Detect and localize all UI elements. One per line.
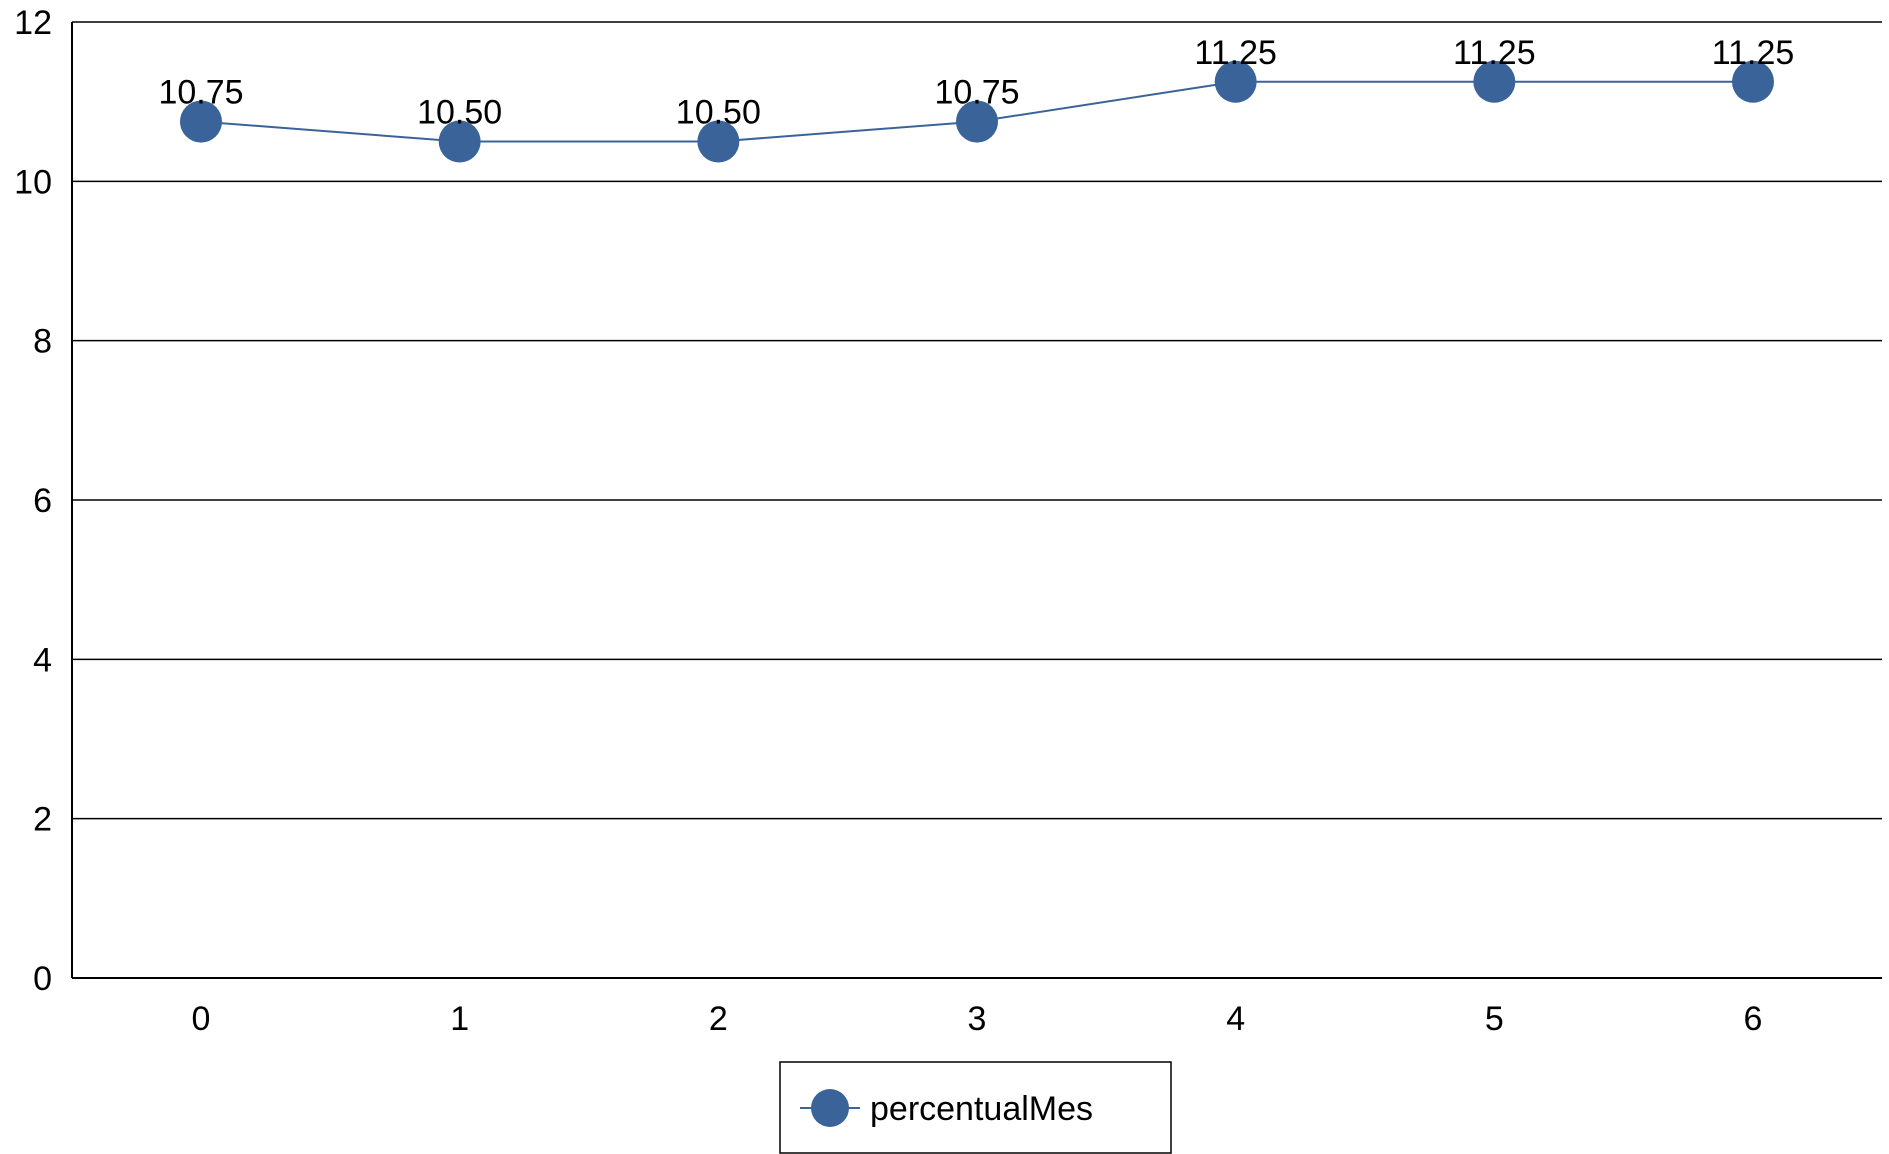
- x-tick-label: 2: [709, 1000, 728, 1038]
- y-tick-label: 8: [33, 323, 52, 361]
- y-tick-label: 10: [14, 163, 52, 201]
- x-tick-label: 4: [1226, 1000, 1245, 1038]
- gridlines: [72, 21, 1882, 820]
- x-tick-label: 3: [968, 1000, 987, 1038]
- y-tick-label: 4: [33, 641, 52, 679]
- y-tick-label: 6: [33, 482, 52, 520]
- data-label: 11.25: [1712, 34, 1795, 72]
- data-label: 10.50: [417, 94, 502, 132]
- legend: percentualMes: [779, 1061, 1172, 1154]
- x-tick-label: 6: [1744, 1000, 1763, 1038]
- data-label: 10.75: [934, 74, 1019, 112]
- data-label: 11.25: [1194, 34, 1277, 72]
- axes: [71, 22, 1882, 979]
- data-point: [1473, 60, 1516, 103]
- x-tick-label: 5: [1485, 1000, 1504, 1038]
- x-axis-tick-labels: 0 1 2 3 4 5 6: [192, 1000, 1763, 1038]
- y-tick-label: 12: [14, 4, 52, 42]
- legend-marker-swatch: [811, 1089, 849, 1127]
- series-percentualmes: [180, 60, 1774, 163]
- data-point: [438, 120, 481, 163]
- legend-entry-label: percentualMes: [870, 1090, 1093, 1128]
- y-tick-label: 0: [33, 960, 52, 998]
- y-tick-label: 2: [33, 801, 52, 839]
- x-tick-label: 0: [192, 1000, 211, 1038]
- data-point: [956, 100, 998, 143]
- data-labels: 10.75 10.50 10.50 10.75 11.25 11.25 11.25: [158, 34, 1794, 132]
- data-label: 10.75: [158, 74, 243, 112]
- x-tick-label: 1: [450, 1000, 469, 1038]
- data-point: [1732, 60, 1774, 103]
- data-point: [697, 120, 740, 163]
- data-point: [180, 100, 222, 143]
- data-point: [1214, 60, 1257, 103]
- y-axis-tick-labels: 0 2 4 6 8 10 12: [14, 4, 52, 998]
- data-label: 10.50: [676, 94, 761, 132]
- data-label: 11.25: [1453, 34, 1536, 72]
